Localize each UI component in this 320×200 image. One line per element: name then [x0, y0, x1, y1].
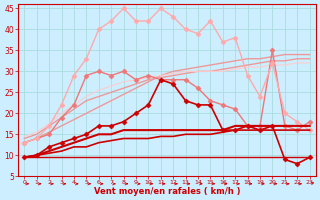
- X-axis label: Vent moyen/en rafales ( km/h ): Vent moyen/en rafales ( km/h ): [94, 187, 240, 196]
